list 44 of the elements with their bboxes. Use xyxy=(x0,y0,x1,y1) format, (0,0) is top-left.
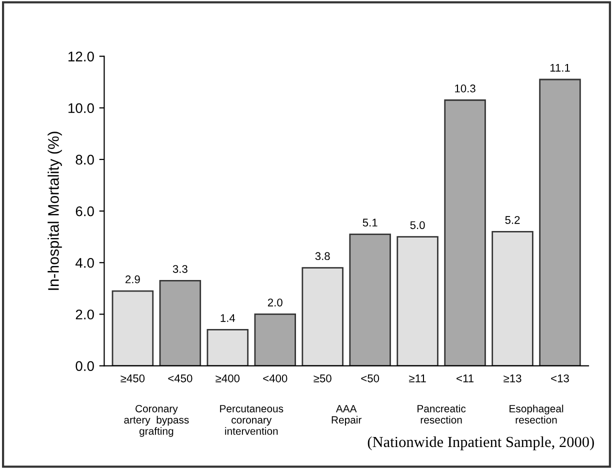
x-tick-label: ≥400 xyxy=(216,374,240,382)
x-tick-label: ≥13 xyxy=(504,374,522,382)
data-label: 10.3 xyxy=(455,84,476,92)
data-label: 5.0 xyxy=(410,221,425,230)
text: AAA Repair xyxy=(332,405,362,426)
y-tick-label: 10.0 xyxy=(68,103,94,114)
data-label: 5.2 xyxy=(505,216,520,224)
bar xyxy=(302,267,344,366)
x-tick-label: ≥450 xyxy=(120,374,145,382)
data-label: 5.1 xyxy=(362,218,378,227)
data-label: 1.4 xyxy=(220,314,236,322)
y-axis-title: In-hospital Mortality (%) xyxy=(48,132,62,290)
y-tick-label: 2.0 xyxy=(76,310,94,320)
bar xyxy=(254,314,296,366)
data-label: 3.3 xyxy=(172,265,188,273)
bar xyxy=(349,234,391,366)
bar xyxy=(539,78,581,366)
x-tick-label: ≥50 xyxy=(314,374,332,382)
bar xyxy=(444,99,486,366)
text: Esophageal resection xyxy=(510,404,564,424)
x-tick-label: <13 xyxy=(551,374,569,382)
bar xyxy=(396,236,438,366)
y-tick-label: 6.0 xyxy=(76,206,94,216)
x-tick-label: <50 xyxy=(361,374,380,382)
x-tick-label: ≥11 xyxy=(409,374,426,382)
x-tick-label: <11 xyxy=(456,374,474,382)
y-tick-label: 4.0 xyxy=(76,258,94,268)
bar xyxy=(206,329,249,366)
bar xyxy=(159,280,202,366)
y-tick-label: 0.0 xyxy=(76,361,94,371)
bar xyxy=(492,230,534,366)
y-tick-label: 12.0 xyxy=(68,52,94,62)
text: Percutaneous coronary intervention xyxy=(220,405,284,435)
text: (Nationwide Inpatient Sample, 2000) xyxy=(368,436,594,450)
data-label: 2.0 xyxy=(268,298,282,306)
data-label: 2.9 xyxy=(126,275,140,284)
data-label: 3.8 xyxy=(315,252,330,260)
data-label: 11.1 xyxy=(550,64,570,72)
y-tick-label: 8.0 xyxy=(76,154,94,165)
x-tick-label: <450 xyxy=(168,374,192,382)
x-tick-label: <400 xyxy=(263,374,288,382)
text: Coronary artery bypass grafting xyxy=(124,404,189,437)
text: Pancreatic resection xyxy=(418,404,466,424)
bar xyxy=(112,290,154,366)
